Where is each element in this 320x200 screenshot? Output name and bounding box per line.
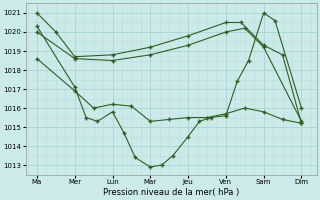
X-axis label: Pression niveau de la mer( hPa ): Pression niveau de la mer( hPa ) xyxy=(103,188,239,197)
